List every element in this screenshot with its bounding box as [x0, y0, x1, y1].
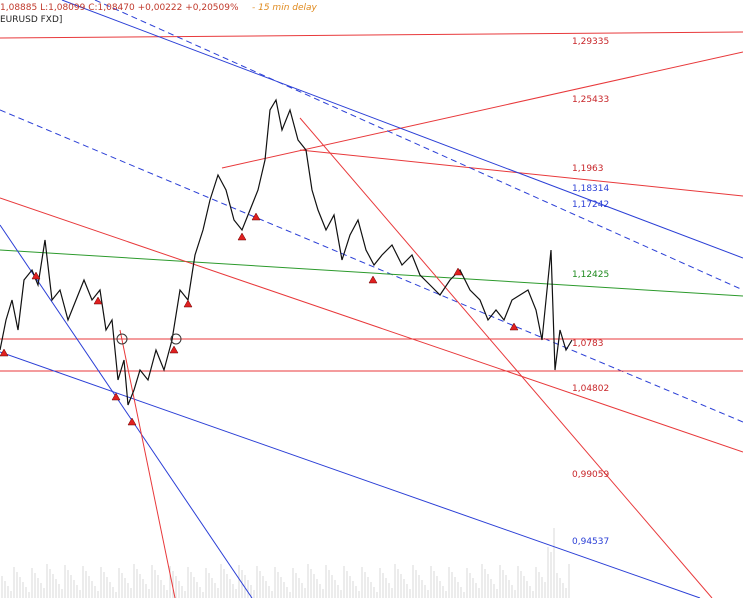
level-label: 0,94537 — [572, 537, 609, 547]
fan-line — [119, 329, 176, 598]
level-label: 1,17242 — [572, 200, 609, 210]
level-labels: 1,29335 1,25433 1,1963 1,18314 1,17242 1… — [572, 37, 609, 547]
channel-line — [94, 0, 743, 291]
level-label: 1,1963 — [572, 164, 604, 174]
channel-line — [0, 109, 743, 423]
delay-note: - 15 min delay — [252, 3, 318, 13]
level-line — [0, 31, 743, 39]
channel-line — [0, 351, 701, 598]
level-label: 1,0783 — [572, 339, 604, 349]
signal-markers — [0, 212, 519, 426]
marker-circle — [170, 333, 182, 345]
price-bars — [0, 98, 573, 406]
channel-line — [61, 0, 743, 259]
trend-line — [0, 249, 743, 297]
level-label: 1,18314 — [572, 184, 609, 194]
level-label: 1,25433 — [572, 95, 609, 105]
trend-line — [0, 197, 743, 453]
volume — [1, 528, 570, 598]
channel-line — [0, 224, 253, 598]
trend-line — [221, 51, 743, 169]
trend-line — [299, 117, 713, 598]
level-label: 1,12425 — [572, 270, 609, 280]
level-label: 1,29335 — [572, 37, 609, 47]
level-label: 1,04802 — [572, 384, 609, 394]
symbol: EURUSD FXD] — [0, 15, 62, 25]
trend-line — [299, 149, 743, 197]
level-label: 0,99059 — [572, 470, 609, 480]
marker-circle — [116, 333, 128, 345]
quote: 1,08885 L:1,08099 C:1,08470 +0,00222 +0,… — [0, 3, 239, 13]
